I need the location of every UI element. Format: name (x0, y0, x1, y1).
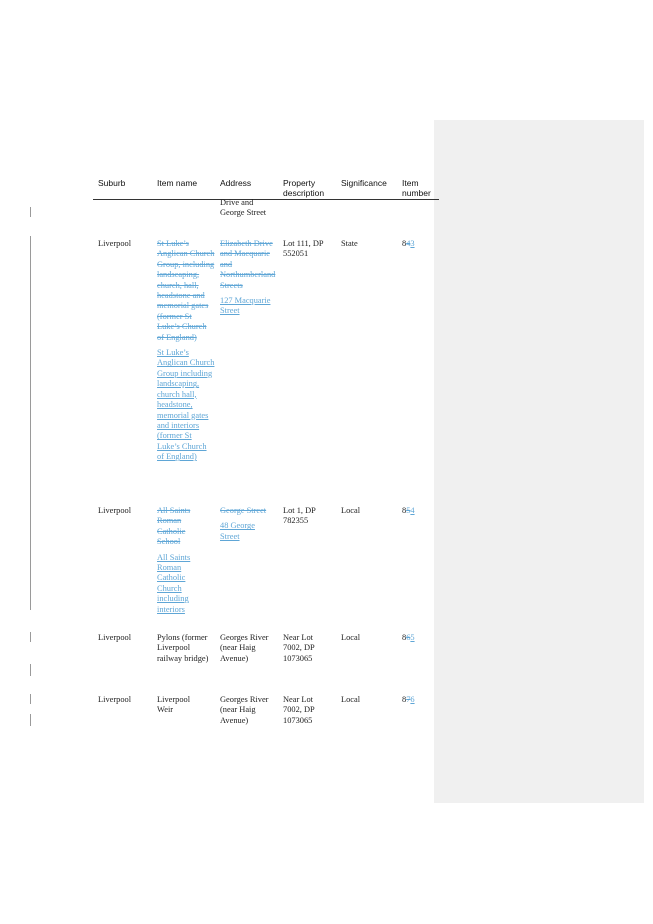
significance-cell: Local (341, 695, 361, 704)
header-address: Address (220, 178, 252, 188)
change-bar (30, 694, 31, 704)
address-cell: Georges River (near Haig Avenue) (220, 633, 269, 663)
change-bar (30, 714, 31, 726)
address-cell: Elizabeth Drive and Macquarie and Northu… (220, 239, 278, 317)
change-bar (30, 664, 31, 676)
header-item-name: Item name (157, 178, 198, 188)
item-number-cell: 854 (402, 506, 415, 516)
item-number-prefix: 8 (402, 506, 407, 515)
item-name-inserted[interactable]: St Luke’s Anglican Church Group includin… (157, 348, 215, 462)
comment-pane (434, 120, 644, 803)
suburb-cell: Liverpool (98, 695, 132, 704)
item-number-new[interactable]: 3 (410, 239, 415, 248)
item-name-cell: Liverpool Weir (157, 695, 191, 715)
suburb-cell: Liverpool (98, 239, 132, 248)
significance-cell: Local (341, 506, 361, 515)
property-cell: Near Lot 7002, DP 1073065 (283, 695, 315, 725)
item-name-deleted: St Luke’s Anglican Church Group, includi… (157, 239, 215, 342)
suburb-cell: Liverpool (98, 633, 132, 642)
item-number-cell: 865 (402, 633, 415, 643)
header-suburb: Suburb (98, 178, 126, 188)
address-inserted[interactable]: 127 Macquarie Street (220, 296, 271, 316)
item-name-cell: All Saints Roman Catholic School All Sai… (157, 506, 205, 615)
item-number-old: 7 (406, 695, 411, 704)
item-number-cell: 876 (402, 695, 415, 705)
item-name-inserted[interactable]: All Saints Roman Catholic Church includi… (157, 552, 191, 614)
header-item-number: Item number (402, 178, 431, 198)
address-cell: Georges River (near Haig Avenue) (220, 695, 269, 725)
header-significance: Significance (341, 178, 387, 188)
item-number-prefix: 8 (402, 633, 407, 642)
suburb-cell: Liverpool (98, 506, 132, 515)
item-number-old: 6 (406, 633, 411, 642)
item-number-prefix: 8 (402, 695, 407, 704)
item-name-cell: Pylons (former Liverpool railway bridge) (157, 633, 209, 663)
item-name-deleted: All Saints Roman Catholic School (157, 506, 191, 547)
header-rule (93, 199, 439, 200)
address-deleted: George Street (220, 506, 267, 515)
address-cell: George Street 48 George Street (220, 506, 268, 542)
property-cell: Lot 111, DP 552051 (283, 239, 324, 259)
item-number-prefix: 8 (402, 239, 407, 248)
item-name-cell: St Luke’s Anglican Church Group, includi… (157, 239, 215, 463)
header-property-description: Property description (283, 178, 325, 198)
property-cell: Near Lot 7002, DP 1073065 (283, 633, 315, 663)
address-deleted: Elizabeth Drive and Macquarie and Northu… (220, 239, 276, 290)
item-number-old: 4 (406, 239, 411, 248)
continuation-address: Drive and George Street (220, 198, 267, 218)
item-number-old: 5 (406, 506, 411, 515)
item-number-new[interactable]: 4 (410, 506, 415, 515)
item-number-new[interactable]: 5 (410, 633, 415, 642)
significance-cell: Local (341, 633, 361, 642)
address-inserted[interactable]: 48 George Street (220, 521, 255, 541)
property-cell: Lot 1, DP 782355 (283, 506, 316, 526)
change-bar (30, 236, 31, 610)
item-number-new[interactable]: 6 (410, 695, 415, 704)
change-bar (30, 207, 31, 217)
item-number-cell: 843 (402, 239, 415, 249)
change-bar (30, 632, 31, 642)
significance-cell: State (341, 239, 358, 248)
